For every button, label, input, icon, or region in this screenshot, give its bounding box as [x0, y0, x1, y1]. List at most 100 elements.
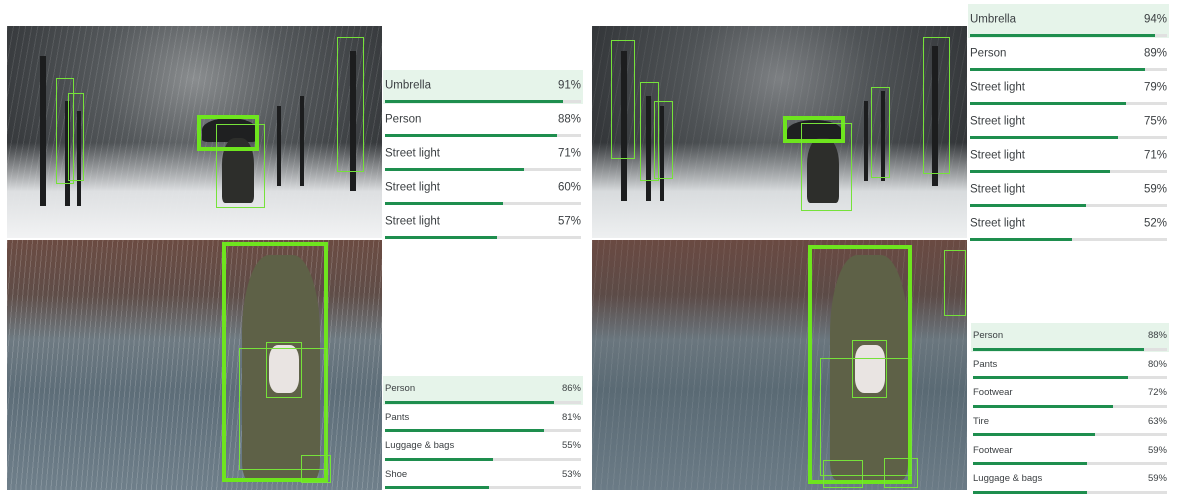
result-label: Umbrella [385, 79, 432, 92]
result-row[interactable]: Person 86% [383, 376, 583, 405]
detection-box-person[interactable] [808, 245, 912, 484]
result-score: 71% [1143, 149, 1167, 162]
result-row[interactable]: Footwear 59% [971, 437, 1169, 466]
score-bar-track [970, 102, 1167, 105]
street-lamp [932, 46, 938, 186]
detection-box-umbrella[interactable] [197, 115, 259, 151]
detection-box-person[interactable] [801, 123, 852, 211]
result-row[interactable]: Luggage & bags 59% [971, 466, 1169, 495]
result-row[interactable]: Pants 80% [971, 352, 1169, 381]
detection-box-street-light[interactable] [611, 40, 635, 159]
score-bar-track [973, 461, 1167, 465]
result-label: Person [970, 47, 1007, 60]
result-label: Street light [385, 215, 440, 228]
score-bar-track [970, 238, 1167, 241]
result-score: 71% [557, 147, 581, 160]
result-label: Pants [973, 359, 998, 371]
detection-box-shoe[interactable] [301, 455, 331, 483]
result-score: 52% [1143, 217, 1167, 230]
result-label: Street light [970, 81, 1025, 94]
detection-box-pants[interactable] [820, 358, 912, 476]
umbrella [202, 118, 257, 142]
detection-box-pants[interactable] [239, 348, 327, 470]
results-panel-street-original: Umbrella 91% Person 88% Street light 71% Stree… [383, 70, 583, 240]
result-row[interactable]: Footwear 72% [971, 380, 1169, 409]
bag [269, 345, 299, 393]
street-lamp [40, 56, 46, 206]
detection-box-person[interactable] [216, 124, 265, 208]
street-lamp [77, 111, 81, 206]
score-bar-track [385, 400, 581, 404]
score-bar-fill [973, 376, 1129, 380]
street-lamp [350, 51, 356, 191]
score-bar-fill [385, 202, 503, 205]
street-lamp [621, 51, 627, 201]
score-bar-fill [385, 236, 497, 239]
result-score: 80% [1147, 359, 1167, 371]
result-label: Tire [973, 416, 990, 428]
score-bar-track [970, 204, 1167, 207]
result-row[interactable]: Umbrella 91% [383, 70, 583, 104]
result-row[interactable]: Street light 60% [383, 172, 583, 206]
result-label: Footwear [973, 387, 1013, 399]
street-lamp [300, 96, 304, 186]
score-bar-fill [970, 204, 1087, 207]
score-bar-track [970, 136, 1167, 139]
detection-box-umbrella[interactable] [783, 116, 845, 143]
detection-box-street-light[interactable] [337, 37, 364, 172]
result-row[interactable]: Street light 57% [383, 206, 583, 240]
score-bar-track [973, 404, 1167, 408]
result-row[interactable]: Street light 52% [968, 208, 1169, 242]
result-score: 81% [561, 412, 581, 424]
street-lamp [646, 96, 651, 201]
score-bar-fill [385, 457, 493, 461]
result-score: 59% [1147, 444, 1167, 456]
result-score: 59% [1147, 473, 1167, 485]
detection-box-street-light[interactable] [640, 82, 659, 181]
results-panel-street-processed: Umbrella 94% Person 89% Street light 79% Stree… [968, 4, 1169, 242]
street-lamp [864, 101, 868, 181]
score-bar-fill [385, 486, 489, 490]
result-row[interactable]: Umbrella 94% [968, 4, 1169, 38]
street-scene-processed [592, 26, 967, 238]
score-bar-track [970, 68, 1167, 71]
detection-box-footwear[interactable] [823, 460, 863, 488]
result-score: 53% [561, 469, 581, 481]
result-score: 75% [1143, 115, 1167, 128]
result-row[interactable]: Person 88% [971, 323, 1169, 352]
detection-box-street-light[interactable] [654, 101, 673, 179]
detection-box-street-light[interactable] [56, 78, 74, 184]
score-bar-fill [973, 461, 1088, 465]
score-bar-fill [385, 168, 525, 171]
score-bar-track [385, 429, 581, 433]
result-row[interactable]: Luggage & bags 55% [383, 433, 583, 462]
detection-box-footwear[interactable] [884, 458, 918, 488]
detection-box-luggage-bags[interactable] [852, 340, 887, 398]
result-row[interactable]: Person 89% [968, 38, 1169, 72]
score-bar-track [973, 490, 1167, 494]
detection-box-luggage-bags[interactable] [266, 342, 302, 398]
result-row[interactable]: Person 88% [383, 104, 583, 138]
score-bar-track [385, 202, 581, 205]
detection-box-street-light[interactable] [871, 87, 890, 178]
street-lamp [277, 106, 281, 186]
result-row[interactable]: Pants 81% [383, 405, 583, 434]
street-lamp [881, 91, 885, 181]
result-row[interactable]: Street light 79% [968, 72, 1169, 106]
result-row[interactable]: Street light 59% [968, 174, 1169, 208]
bag [855, 345, 885, 393]
result-row[interactable]: Tire 63% [971, 409, 1169, 438]
score-bar-fill [385, 134, 558, 137]
result-row[interactable]: Street light 75% [968, 106, 1169, 140]
result-row[interactable]: Street light 71% [383, 138, 583, 172]
result-label: Umbrella [970, 13, 1017, 26]
result-row[interactable]: Street light 71% [968, 140, 1169, 174]
result-label: Street light [970, 217, 1025, 230]
score-bar-fill [973, 490, 1088, 494]
score-bar-fill [385, 100, 564, 103]
result-row[interactable]: Shoe 53% [383, 462, 583, 491]
detection-box-street-light[interactable] [923, 37, 950, 174]
detection-box-street-light[interactable] [68, 93, 84, 181]
score-bar-fill [970, 238, 1073, 241]
detection-box-tire[interactable] [944, 250, 966, 316]
